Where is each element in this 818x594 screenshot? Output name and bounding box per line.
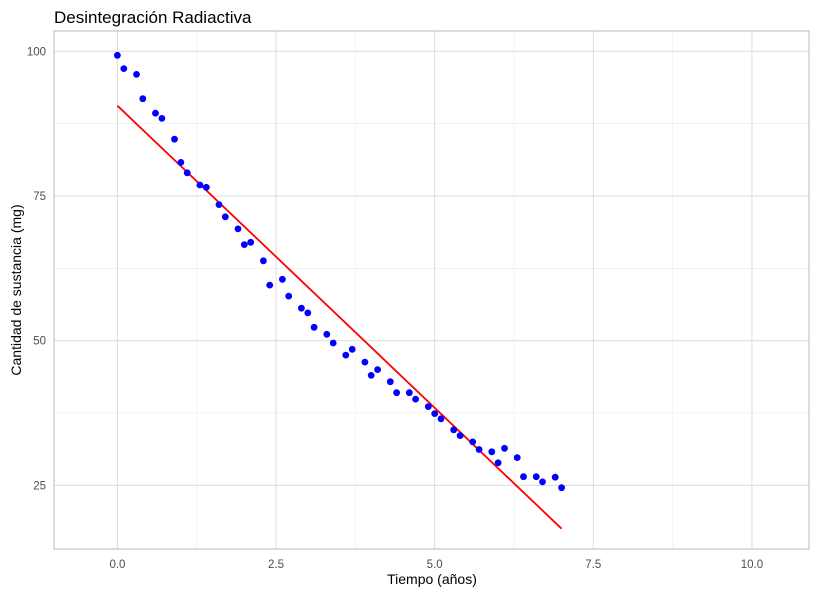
scatter-points-layer	[114, 51, 565, 492]
data-point	[348, 345, 356, 353]
data-point	[513, 454, 521, 461]
x-axis-ticks: 0.0 2.5 5.0 7.5 10.0	[109, 559, 763, 571]
y-tick-label: 25	[33, 480, 46, 492]
data-point	[310, 323, 318, 331]
data-point	[520, 473, 527, 481]
data-point	[361, 358, 369, 366]
regression-line	[116, 105, 563, 530]
x-axis-title: Tiempo (años)	[387, 571, 477, 587]
grid	[54, 31, 809, 549]
data-point	[304, 309, 312, 317]
data-point	[152, 109, 159, 117]
data-point	[323, 330, 331, 338]
data-point	[114, 51, 121, 59]
data-point	[247, 238, 255, 246]
x-tick-label: 2.5	[268, 559, 284, 571]
y-axis-title: Cantidad de sustancia (mg)	[8, 204, 24, 375]
data-point	[120, 65, 128, 72]
chart-title: Desintegración Radiactiva	[54, 8, 252, 27]
data-point	[240, 241, 248, 249]
data-point	[279, 275, 286, 283]
data-point	[260, 257, 267, 265]
data-point	[266, 281, 274, 289]
data-point	[494, 459, 502, 467]
data-point	[177, 159, 185, 166]
regression-line-layer	[116, 105, 563, 530]
data-point	[329, 339, 337, 347]
data-point	[133, 71, 140, 78]
data-point	[475, 446, 483, 453]
data-point	[450, 426, 458, 434]
y-axis-ticks: 25 50 75 100	[27, 46, 46, 492]
data-point	[234, 225, 242, 233]
data-point	[488, 448, 496, 456]
data-point	[221, 213, 229, 221]
data-point	[551, 473, 559, 481]
data-point	[386, 378, 394, 386]
x-tick-label: 7.5	[585, 559, 601, 571]
y-tick-label: 100	[27, 46, 46, 58]
data-point	[393, 389, 400, 397]
data-point	[298, 304, 305, 312]
data-point	[501, 444, 508, 452]
y-tick-label: 50	[33, 336, 46, 348]
y-tick-label: 75	[33, 191, 46, 203]
data-point	[342, 351, 350, 359]
data-point	[171, 135, 178, 143]
data-point	[367, 372, 375, 379]
x-tick-label: 0.0	[109, 559, 125, 571]
x-tick-label: 10.0	[741, 559, 763, 571]
data-point	[139, 95, 147, 103]
data-point	[196, 181, 204, 189]
data-point	[424, 403, 432, 410]
plot-panel-border	[53, 30, 810, 550]
data-point	[539, 478, 546, 486]
data-point	[215, 201, 223, 209]
data-point	[437, 415, 445, 423]
data-point	[532, 473, 540, 481]
x-tick-label: 5.0	[427, 559, 443, 571]
data-point	[456, 432, 464, 439]
data-point	[558, 484, 565, 492]
data-point	[405, 389, 413, 397]
data-point	[431, 410, 439, 417]
data-point	[412, 395, 419, 403]
data-point	[469, 438, 477, 446]
data-point	[158, 115, 166, 122]
data-point	[183, 169, 191, 177]
data-point	[374, 366, 381, 373]
data-point	[202, 183, 210, 191]
data-point	[285, 292, 293, 300]
